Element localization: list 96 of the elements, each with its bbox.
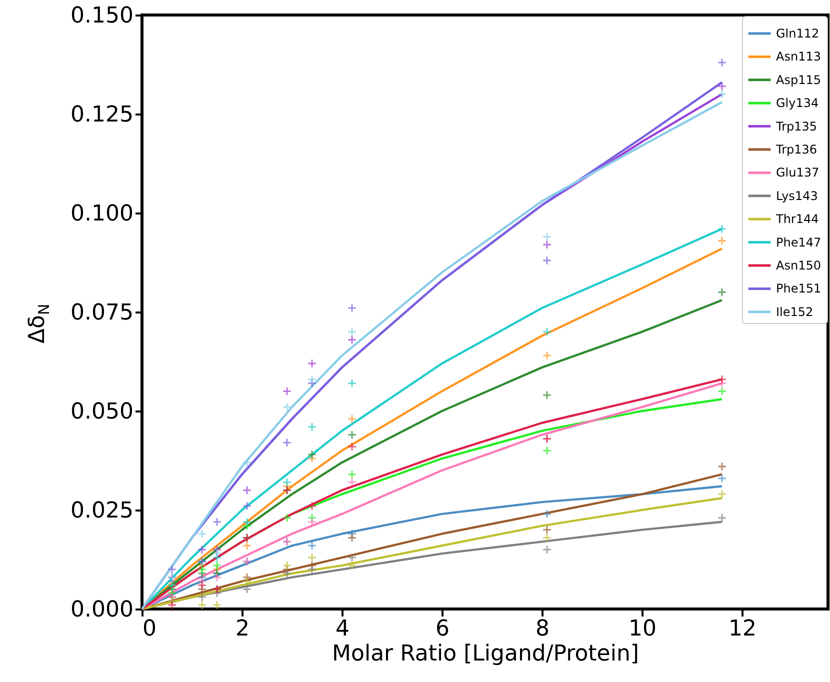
- point: [542, 525, 552, 534]
- y-axis-title: ΔδN: [25, 304, 53, 344]
- x-tick-label: 10: [628, 616, 656, 642]
- point: [717, 288, 727, 297]
- point: [717, 236, 727, 246]
- legend-label: Gly134: [776, 96, 819, 110]
- point: [542, 446, 552, 456]
- legend-label: Ile152: [776, 304, 814, 319]
- legend-label: Phe151: [776, 282, 822, 296]
- legend-label: Gln112: [776, 26, 820, 40]
- legend-label: Thr144: [775, 212, 819, 226]
- point: [212, 600, 222, 610]
- point: [717, 374, 727, 384]
- point: [542, 240, 552, 250]
- point: [197, 600, 207, 610]
- point: [717, 90, 727, 99]
- point: [307, 541, 317, 550]
- x-tick-label: 6: [436, 616, 450, 642]
- point: [347, 560, 357, 570]
- point: [542, 533, 552, 542]
- point: [717, 386, 727, 396]
- point: [347, 470, 357, 479]
- point: [197, 529, 207, 538]
- point: [212, 560, 222, 570]
- point: [242, 486, 252, 495]
- point: [307, 374, 317, 384]
- point: [347, 533, 357, 542]
- y-tick-label: 0.025: [70, 498, 134, 524]
- point: [307, 564, 317, 574]
- legend-label: Lys143: [776, 188, 818, 203]
- point: [197, 564, 207, 574]
- point: [542, 544, 552, 554]
- point: [542, 327, 552, 336]
- point: [347, 552, 357, 562]
- point: [197, 544, 207, 554]
- point: [542, 390, 552, 400]
- point: [307, 450, 317, 460]
- legend-label: Asn113: [776, 50, 821, 64]
- legend-label: Phe147: [776, 235, 822, 250]
- point: [282, 386, 292, 396]
- point: [242, 541, 252, 550]
- point: [212, 548, 222, 558]
- point: [167, 564, 177, 574]
- point: [717, 58, 727, 68]
- x-tick-label: 2: [236, 616, 250, 642]
- point: [242, 458, 252, 468]
- point: [282, 402, 292, 412]
- point: [347, 327, 357, 336]
- point: [307, 422, 317, 432]
- point: [717, 474, 727, 483]
- point: [282, 568, 292, 578]
- point: [717, 462, 727, 472]
- point: [197, 592, 207, 602]
- point: [282, 560, 292, 570]
- point: [542, 232, 552, 242]
- point: [347, 478, 357, 487]
- x-tick-label: 0: [142, 616, 156, 642]
- y-tick-label: 0.125: [70, 102, 134, 128]
- point: [307, 358, 317, 368]
- point: [212, 572, 222, 582]
- point: [242, 584, 252, 594]
- legend-label: Glu137: [776, 166, 820, 180]
- y-tick-label: 0.150: [70, 4, 134, 28]
- point: [242, 501, 252, 511]
- x-axis-title: Molar Ratio [Ligand/Protein]: [332, 642, 639, 666]
- point: [197, 580, 207, 590]
- legend-label: Trp136: [775, 142, 818, 156]
- point: [282, 438, 292, 448]
- point: [347, 414, 357, 424]
- point: [542, 509, 552, 519]
- point: [242, 517, 252, 527]
- point: [347, 303, 357, 313]
- point: [212, 517, 222, 527]
- point: [717, 82, 727, 91]
- x-tick-label: 4: [336, 616, 350, 642]
- point: [542, 256, 552, 266]
- point: [347, 442, 357, 452]
- legend-label: Trp135: [775, 119, 818, 134]
- point: [347, 378, 357, 388]
- legend-label: Asn150: [776, 258, 821, 272]
- y-tick-label: 0.100: [70, 202, 134, 226]
- x-tick-label: 12: [728, 616, 756, 642]
- point: [307, 552, 317, 562]
- y-tick-label: 0.000: [70, 598, 134, 622]
- point: [282, 478, 292, 487]
- y-tick-label: 0.075: [70, 300, 134, 326]
- point: [242, 576, 252, 586]
- point: [347, 430, 357, 440]
- legend-label: Asp115: [776, 72, 821, 87]
- point: [167, 600, 177, 610]
- y-tick-label: 0.050: [70, 400, 134, 424]
- point: [347, 335, 357, 344]
- x-tick-label: 8: [536, 616, 550, 642]
- point: [542, 350, 552, 360]
- point: [282, 513, 292, 523]
- point: [717, 224, 727, 234]
